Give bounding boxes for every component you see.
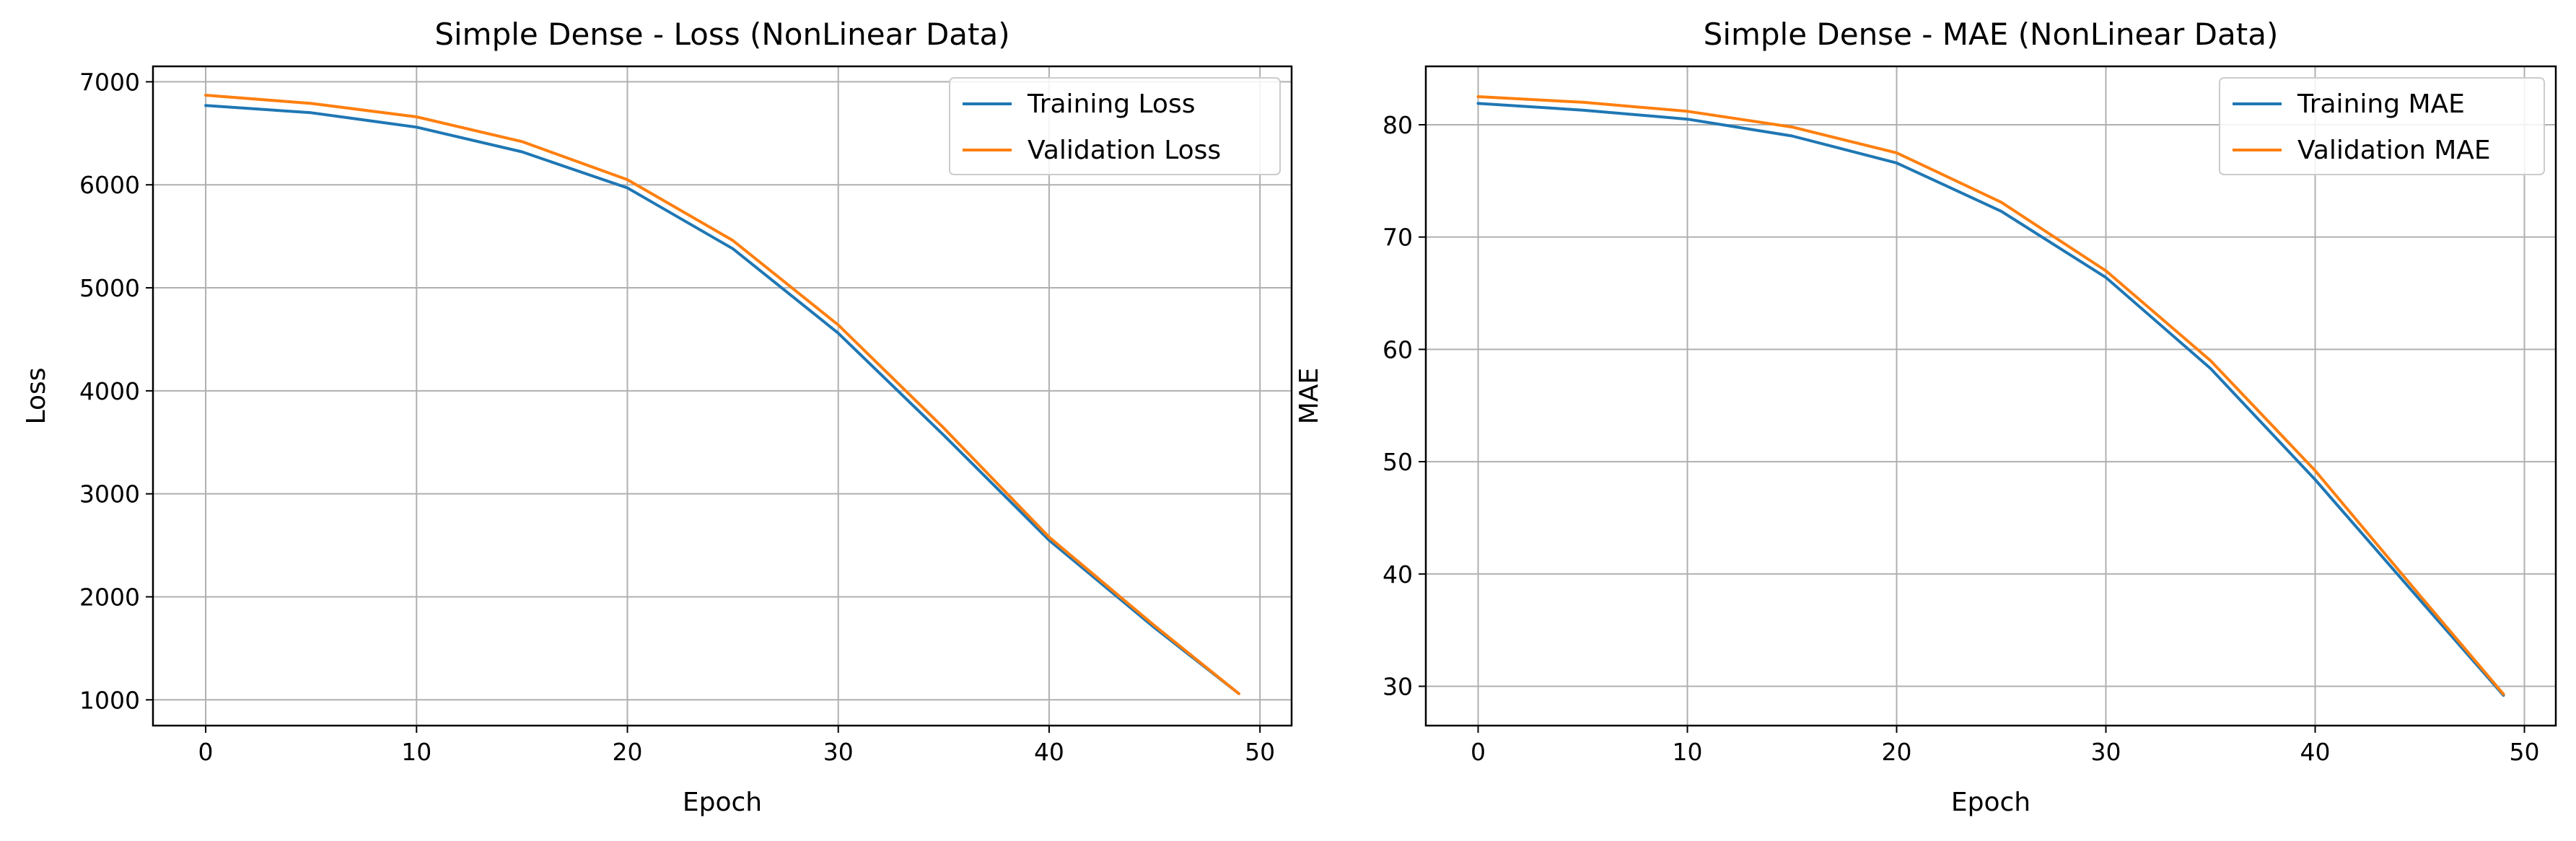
- mae-y-tick-label: 80: [1383, 111, 1413, 139]
- mae-x-tick-label: 30: [2091, 738, 2121, 766]
- mae-y-tick-label: 50: [1383, 448, 1413, 476]
- mae-legend: Training MAE Validation MAE: [2219, 77, 2545, 175]
- loss-chart-panel: Simple Dense - Loss (NonLinear Data) Epo…: [22, 17, 1293, 817]
- mae-legend-label: Validation MAE: [2297, 136, 2491, 165]
- mae-series-line-validation: [1476, 95, 2505, 696]
- mae-x-tick-label: 40: [2300, 738, 2331, 766]
- loss-x-tick-label: 10: [401, 738, 431, 766]
- loss-legend-box: [949, 77, 1281, 175]
- loss-y-tick-label: 6000: [79, 171, 140, 199]
- mae-legend-label: Training MAE: [2297, 89, 2465, 119]
- mae-y-tick-label: 40: [1383, 560, 1413, 589]
- mae-x-tick-label: 50: [2510, 738, 2540, 766]
- mae-y-tick-label: 30: [1383, 673, 1413, 701]
- mae-chart-panel: Simple Dense - MAE (NonLinear Data) Epoc…: [1294, 17, 2557, 817]
- loss-series-line-training: [204, 104, 1240, 695]
- loss-series-line-validation: [204, 94, 1240, 695]
- loss-legend-label: Validation Loss: [1028, 136, 1221, 165]
- loss-y-axis-label: Loss: [22, 368, 51, 425]
- loss-y-tick-label: 4000: [79, 377, 140, 405]
- loss-y-tick-label: 3000: [79, 480, 140, 508]
- loss-x-tick-label: 50: [1245, 738, 1275, 766]
- loss-y-tick-label: 7000: [79, 68, 140, 96]
- loss-axes-frame: [152, 65, 1293, 727]
- loss-y-tick-label: 5000: [79, 274, 140, 302]
- mae-y-tick-label: 70: [1383, 224, 1413, 252]
- mae-axes-frame: [1424, 65, 2557, 727]
- loss-legend-label: Training Loss: [1027, 89, 1195, 119]
- loss-x-tick-label: 30: [823, 738, 854, 766]
- mae-x-tick-label: 0: [1471, 738, 1486, 766]
- mae-x-axis-label: Epoch: [1951, 788, 2030, 817]
- loss-y-tick-label: 1000: [79, 686, 140, 714]
- mae-y-axis-label: MAE: [1294, 368, 1324, 424]
- mae-x-tick-label: 20: [1882, 738, 1912, 766]
- mae-series-line-training: [1476, 102, 2505, 697]
- mae-x-tick-label: 10: [1673, 738, 1703, 766]
- mae-legend-box: [2219, 77, 2545, 175]
- mae-y-tick-label: 60: [1383, 335, 1413, 364]
- loss-x-tick-label: 0: [198, 738, 214, 766]
- mae-chart-title: Simple Dense - MAE (NonLinear Data): [1704, 17, 2279, 52]
- loss-legend: Training Loss Validation Loss: [949, 77, 1281, 175]
- loss-x-axis-label: Epoch: [683, 788, 762, 817]
- loss-x-tick-label: 20: [613, 738, 643, 766]
- loss-chart-title: Simple Dense - Loss (NonLinear Data): [434, 17, 1009, 52]
- loss-y-tick-label: 2000: [79, 583, 140, 611]
- loss-x-tick-label: 40: [1034, 738, 1064, 766]
